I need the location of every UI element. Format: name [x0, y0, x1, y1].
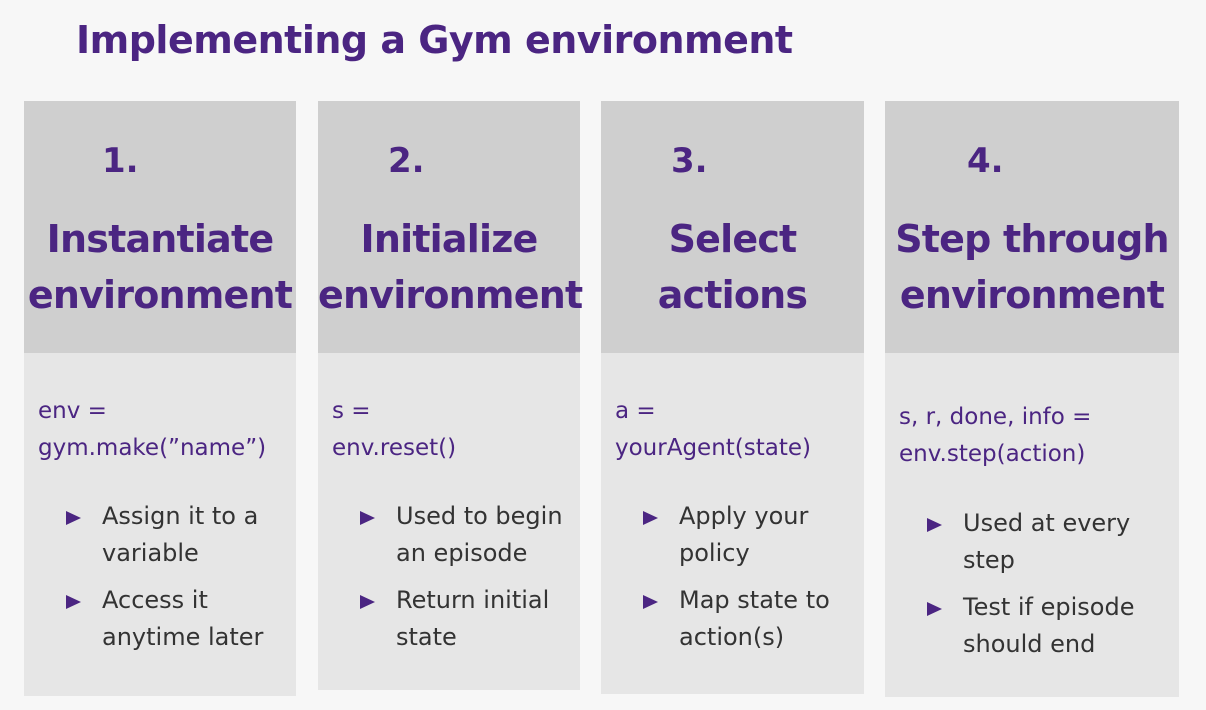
step-title-line: actions — [657, 273, 808, 317]
bullet-text-line: should end — [963, 630, 1096, 658]
triangle-bullet-icon — [927, 518, 942, 532]
triangle-bullet-icon — [360, 595, 375, 609]
slide-title: Implementing a Gym environment — [76, 18, 793, 62]
step-number: 3. — [671, 141, 708, 181]
bullet-text-line: step — [963, 546, 1015, 574]
bullet-item: Assign it to a variable — [66, 498, 263, 572]
code-line: env.reset() — [332, 435, 457, 461]
card-header: 4. Step through environment — [885, 101, 1179, 353]
bullet-text-line: policy — [679, 539, 750, 567]
bullet-item: Map state to action(s) — [643, 582, 830, 656]
step-number: 4. — [967, 141, 1004, 181]
bullet-text-line: Assign it to a — [102, 502, 259, 530]
code-line: gym.make(”name”) — [38, 435, 267, 461]
bullet-item: Apply your policy — [643, 498, 830, 572]
bullet-list: Used at every step Test if episode shoul… — [927, 505, 1135, 673]
code-snippet: s, r, done, info = env.step(action) — [899, 399, 1091, 473]
bullet-text-line: Apply your — [679, 502, 809, 530]
bullet-text-line: Map state to — [679, 586, 830, 614]
triangle-bullet-icon — [927, 602, 942, 616]
bullet-text-line: Used at every — [963, 509, 1131, 537]
step-title: Step through environment — [885, 211, 1179, 323]
step-card-initialize: 2. Initialize environment s = env.reset(… — [318, 101, 583, 690]
step-number: 2. — [388, 141, 425, 181]
step-title-line: Select — [668, 217, 798, 261]
bullet-item: Used at every step — [927, 505, 1135, 579]
bullet-item: Used to begin an episode — [360, 498, 563, 572]
bullet-text-line: anytime later — [102, 623, 264, 651]
step-card-select-actions: 3. Select actions a = yourAgent(state) A… — [601, 101, 864, 694]
step-title: Instantiate environment — [24, 211, 296, 323]
bullet-item: Test if episode should end — [927, 589, 1135, 663]
bullet-text-line: variable — [102, 539, 199, 567]
code-line: s, r, done, info = — [899, 404, 1092, 430]
step-card-instantiate: 1. Instantiate environment env = gym.mak… — [24, 101, 296, 696]
step-title-line: Instantiate — [46, 217, 274, 261]
bullet-list: Assign it to a variable Access it anytim… — [66, 498, 263, 666]
code-snippet: s = env.reset() — [332, 393, 456, 467]
step-title-line: environment — [27, 273, 293, 317]
bullet-text-line: Access it — [102, 586, 208, 614]
step-title-line: environment — [899, 273, 1165, 317]
triangle-bullet-icon — [66, 595, 81, 609]
code-line: yourAgent(state) — [615, 435, 812, 461]
step-title-line: Step through — [895, 217, 1169, 261]
bullet-text-line: Return initial — [396, 586, 550, 614]
bullet-text-line: action(s) — [679, 623, 785, 651]
triangle-bullet-icon — [643, 595, 658, 609]
card-header: 3. Select actions — [601, 101, 864, 353]
step-number: 1. — [102, 141, 139, 181]
code-line: env = — [38, 398, 107, 424]
triangle-bullet-icon — [643, 511, 658, 525]
bullet-text-line: Test if episode — [963, 593, 1135, 621]
bullet-list: Used to begin an episode Return initial … — [360, 498, 563, 666]
code-line: a = — [615, 398, 656, 424]
bullet-list: Apply your policy Map state to action(s) — [643, 498, 830, 666]
step-title-line: environment — [318, 273, 583, 317]
triangle-bullet-icon — [360, 511, 375, 525]
code-snippet: a = yourAgent(state) — [615, 393, 811, 467]
step-title: Select actions — [601, 211, 864, 323]
bullet-item: Return initial state — [360, 582, 563, 656]
bullet-text-line: an episode — [396, 539, 528, 567]
step-title: Initialize environment — [318, 211, 583, 323]
card-header: 2. Initialize environment — [318, 101, 583, 353]
step-card-step-through: 4. Step through environment s, r, done, … — [885, 101, 1179, 697]
code-line: s = — [332, 398, 371, 424]
triangle-bullet-icon — [66, 511, 81, 525]
bullet-text-line: Used to begin — [396, 502, 563, 530]
bullet-item: Access it anytime later — [66, 582, 263, 656]
bullet-text-line: state — [396, 623, 457, 651]
code-line: env.step(action) — [899, 441, 1086, 467]
code-snippet: env = gym.make(”name”) — [38, 393, 266, 467]
card-header: 1. Instantiate environment — [24, 101, 296, 353]
step-title-line: Initialize — [360, 217, 539, 261]
